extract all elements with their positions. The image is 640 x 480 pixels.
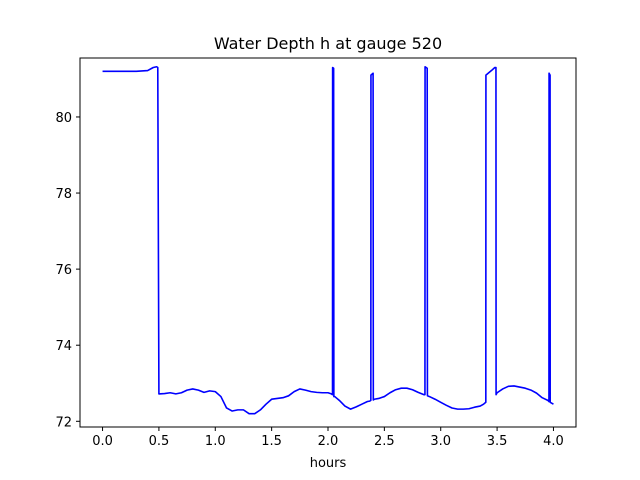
x-axis-label: hours <box>310 456 347 471</box>
y-tick-label: 72 <box>55 415 72 430</box>
x-tick-label: 1.5 <box>261 434 282 449</box>
x-tick-label: 0.5 <box>149 434 170 449</box>
x-tick-label: 3.5 <box>487 434 508 449</box>
x-tick-label: 4.0 <box>543 434 564 449</box>
y-tick-label: 76 <box>55 263 72 278</box>
x-tick-label: 1.0 <box>205 434 226 449</box>
y-tick-label: 80 <box>55 111 72 126</box>
series-line-1 <box>102 65 554 415</box>
x-tick-label: 2.5 <box>374 434 395 449</box>
x-tick-label: 3.0 <box>430 434 451 449</box>
y-tick-label: 74 <box>55 339 72 354</box>
chart-title: Water Depth h at gauge 520 <box>214 34 442 53</box>
y-tick-label: 78 <box>55 187 72 202</box>
x-tick-label: 2.0 <box>318 434 339 449</box>
x-tick-label: 0.0 <box>92 434 113 449</box>
